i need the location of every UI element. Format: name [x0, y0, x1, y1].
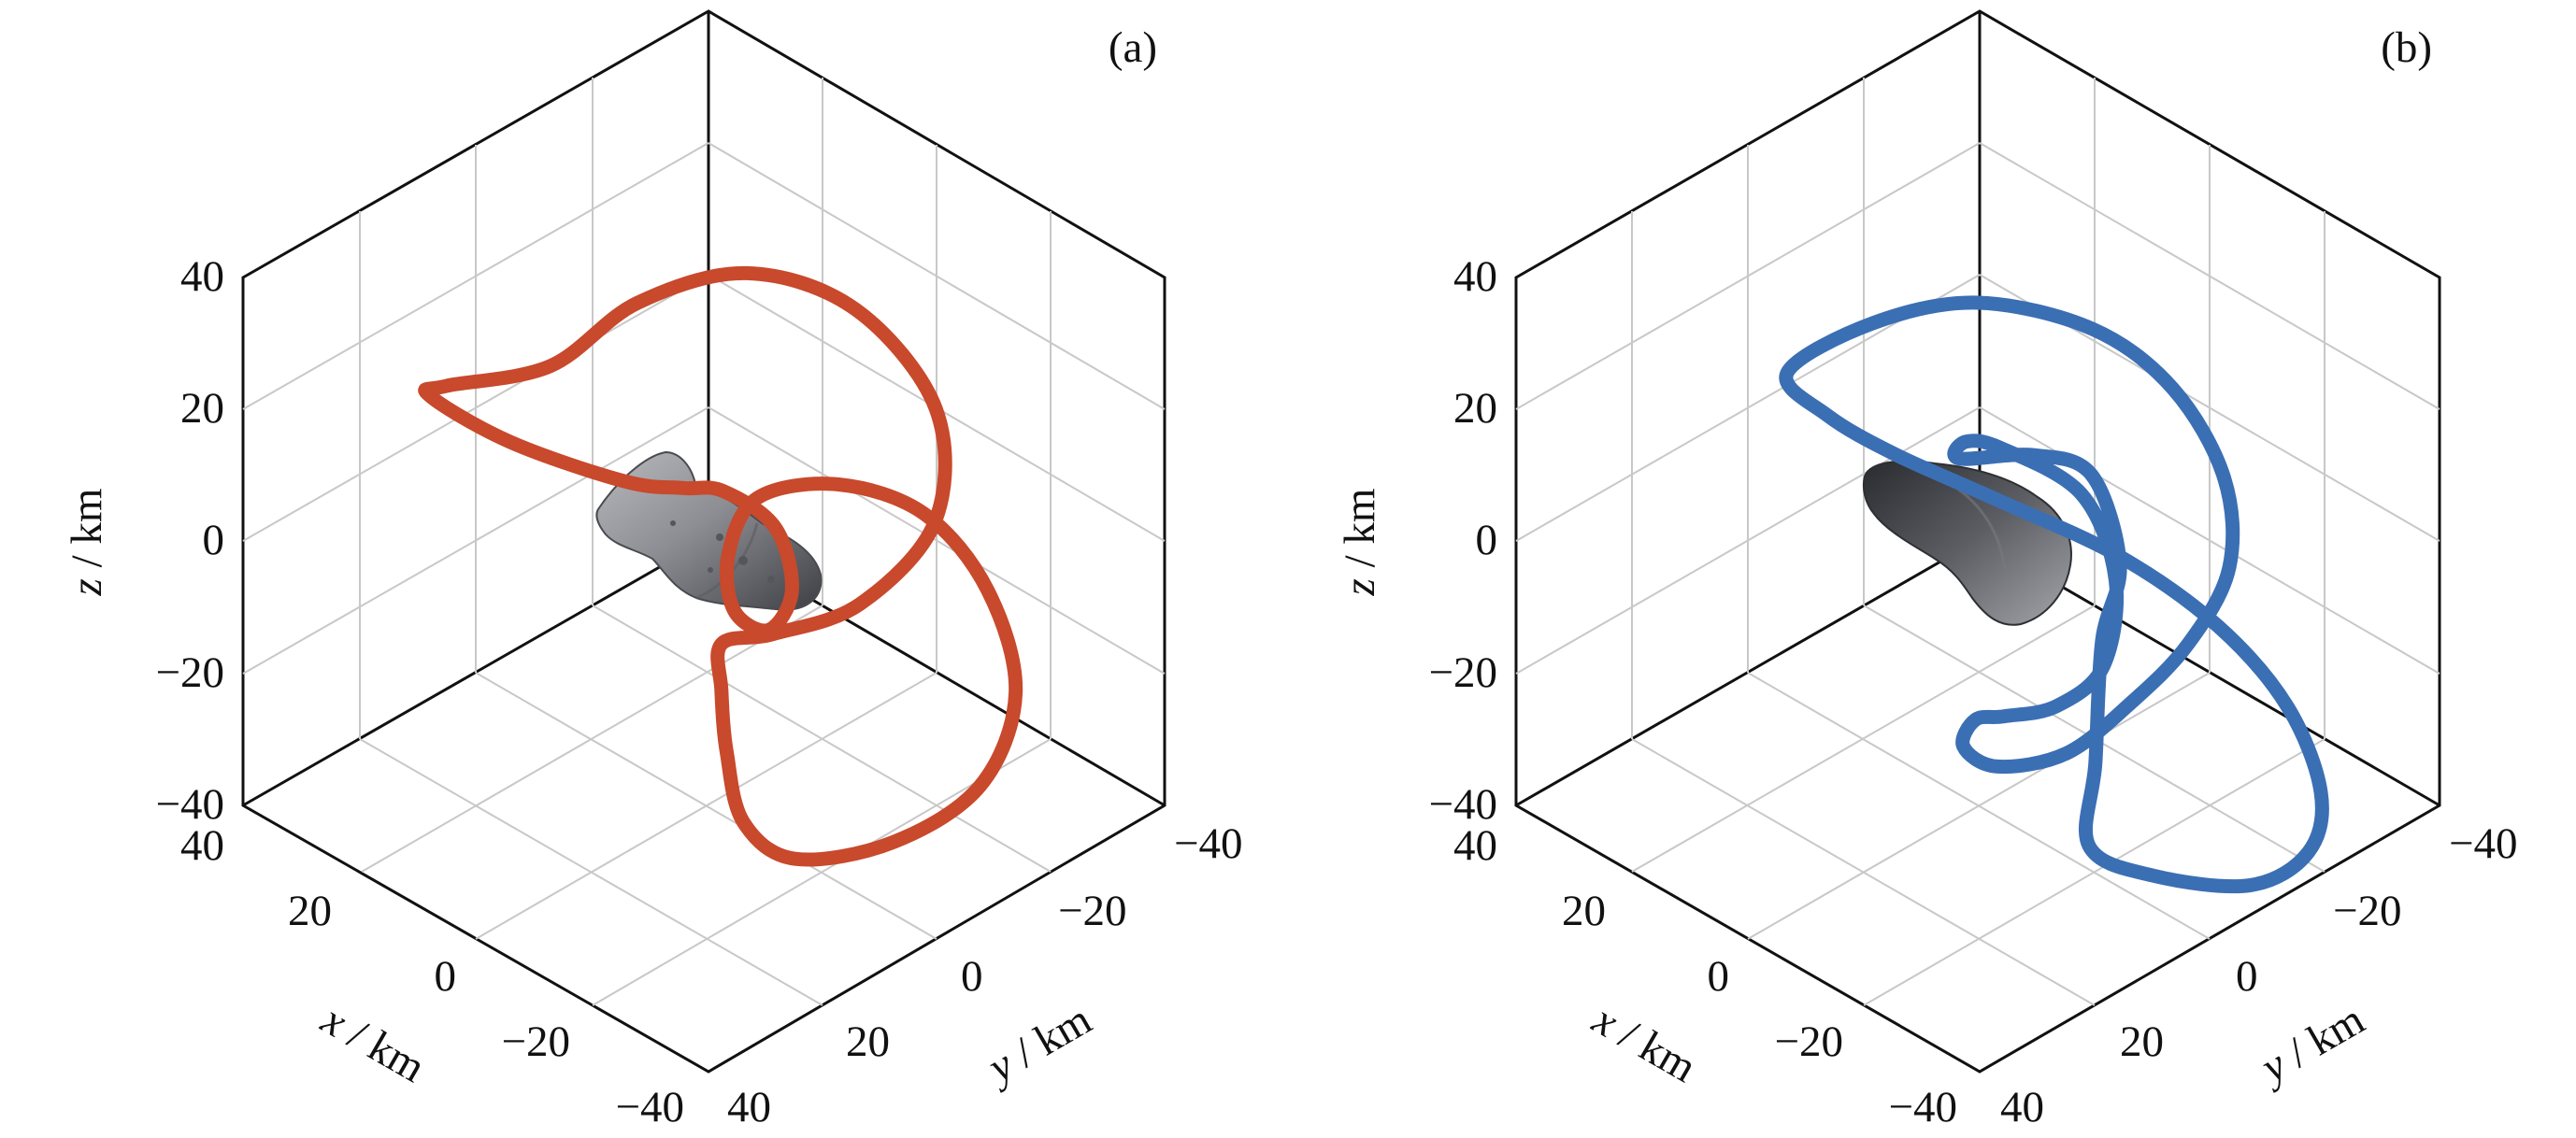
y-axis-title: y / km [977, 995, 1099, 1094]
z-tick-label: 20 [180, 384, 224, 433]
x-tick-label: −40 [1888, 1083, 1957, 1131]
x-axis-title: x / km [313, 995, 434, 1092]
orbit-trajectory [1779, 295, 2329, 894]
y-tick-label: 0 [2236, 952, 2258, 1001]
z-tick-label: 0 [1476, 516, 1498, 564]
y-tick-label: 20 [2120, 1017, 2164, 1066]
z-axis-title: z / km [63, 489, 111, 597]
y-tick-label: 20 [846, 1017, 890, 1066]
x-tick-label: −40 [615, 1083, 684, 1131]
y-tick-label: −40 [2449, 819, 2518, 868]
x-tick-label: −20 [501, 1017, 570, 1066]
z-tick-label: 0 [203, 516, 225, 564]
z-tick-label: 20 [1453, 384, 1497, 433]
z-tick-label: −20 [155, 648, 224, 697]
x-tick-label: 0 [435, 952, 457, 1001]
panel-a: (a) 40 20 0 −20 −40 40 20 0 −20 −40 −40 … [63, 9, 1243, 1131]
z-axis-title: z / km [1336, 489, 1384, 597]
z-tick-label: 40 [180, 252, 224, 301]
y-tick-label: −20 [2333, 887, 2402, 935]
y-tick-label: −40 [1174, 819, 1243, 868]
z-tick-label: −20 [1428, 648, 1497, 697]
x-tick-label: 20 [288, 887, 332, 935]
z-tick-label: 40 [1453, 252, 1497, 301]
x-axis-title: x / km [1584, 995, 1705, 1092]
x-tick-label: −20 [1774, 1017, 1843, 1066]
panel-label: (b) [2381, 23, 2432, 72]
y-tick-label: 0 [961, 952, 983, 1001]
y-tick-label: −20 [1058, 887, 1127, 935]
orbit-trajectory [418, 265, 1023, 867]
panel-b: (b) 40 20 0 −20 −40 40 20 0 −20 −40 −40 … [1336, 9, 2518, 1131]
y-tick-label: 40 [2000, 1083, 2044, 1131]
x-tick-label: 0 [1708, 952, 1730, 1001]
x-tick-label: 40 [180, 821, 224, 870]
x-tick-label: 40 [1453, 821, 1497, 870]
z-tick-label: −40 [155, 780, 224, 829]
z-tick-label: −40 [1428, 780, 1497, 829]
y-axis-title: y / km [2250, 995, 2372, 1094]
x-tick-label: 20 [1562, 887, 1606, 935]
panel-label: (a) [1109, 23, 1157, 72]
y-tick-label: 40 [727, 1083, 771, 1131]
